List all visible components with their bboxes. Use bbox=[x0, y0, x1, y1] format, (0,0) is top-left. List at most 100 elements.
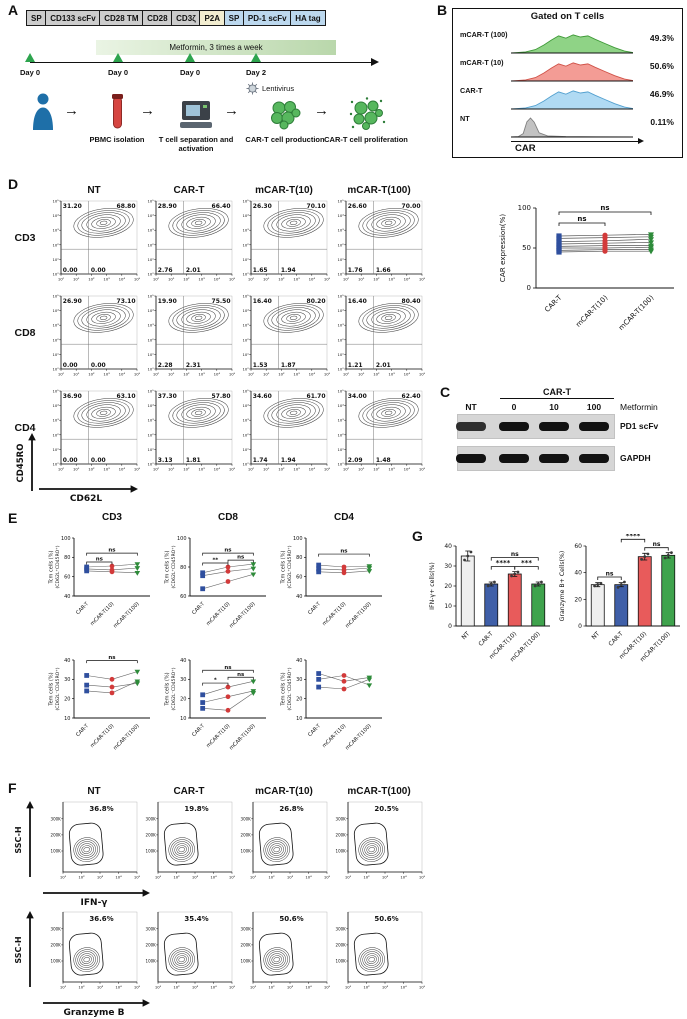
svg-text:26.8%: 26.8% bbox=[279, 805, 303, 813]
svg-text:30: 30 bbox=[444, 563, 452, 570]
svg-text:10²: 10² bbox=[52, 337, 59, 342]
histogram-plot bbox=[511, 54, 635, 82]
panel-b-label: B bbox=[437, 2, 448, 18]
svg-text:10¹: 10¹ bbox=[155, 985, 162, 990]
svg-text:0: 0 bbox=[527, 284, 531, 292]
histogram-pct: 50.6% bbox=[649, 61, 674, 71]
construct-segment: SP bbox=[26, 10, 47, 26]
blot-label-pd1: PD1 scFv bbox=[620, 421, 659, 431]
svg-text:40: 40 bbox=[180, 658, 186, 664]
svg-text:1.81: 1.81 bbox=[186, 457, 201, 464]
panel-e-label: E bbox=[8, 510, 18, 526]
svg-text:80: 80 bbox=[64, 555, 70, 561]
svg-text:CAR-T: CAR-T bbox=[307, 601, 323, 617]
svg-text:ns: ns bbox=[96, 557, 104, 563]
svg-text:1.66: 1.66 bbox=[376, 267, 391, 274]
f-column-header: CAR-T bbox=[173, 786, 205, 797]
svg-text:28.90: 28.90 bbox=[158, 203, 177, 210]
svg-text:10¹: 10¹ bbox=[345, 985, 352, 990]
svg-text:10⁰: 10⁰ bbox=[242, 272, 249, 277]
svg-text:10⁰: 10⁰ bbox=[147, 462, 154, 467]
lane-header: 10 bbox=[549, 402, 559, 412]
svg-text:10⁴: 10⁴ bbox=[309, 277, 316, 282]
e-plot-1: 60 80 100 Tcm cells (%) (CD62L⁺CD45RO⁺) CAR-T… bbox=[165, 536, 266, 630]
f-xaxis-arrow-0: IFN-γ bbox=[43, 889, 150, 908]
construct-bar: SP CD133 scFv CD28 TM CD28 CD3ζ P2A SP PD-1 scF… bbox=[26, 10, 326, 26]
svg-text:10³: 10³ bbox=[103, 467, 110, 472]
svg-text:10⁰: 10⁰ bbox=[153, 467, 160, 472]
svg-text:20: 20 bbox=[180, 696, 186, 702]
construct-segment: HA tag bbox=[290, 10, 326, 26]
svg-text:10⁵: 10⁵ bbox=[337, 199, 344, 204]
svg-text:CAR-T: CAR-T bbox=[477, 630, 495, 648]
svg-text:2.01: 2.01 bbox=[376, 362, 391, 369]
svg-text:10⁴: 10⁴ bbox=[242, 403, 249, 408]
svg-text:10⁰: 10⁰ bbox=[58, 467, 65, 472]
workflow-step-label: T cell separation and activation bbox=[158, 135, 234, 153]
svg-text:10³: 10³ bbox=[388, 467, 395, 472]
svg-text:10¹: 10¹ bbox=[337, 447, 344, 452]
svg-text:30: 30 bbox=[296, 677, 302, 683]
flow-plot-f-1-0: 100K 200K 300K 10¹ 10² 10³ 10⁴ 10⁵ 36.6% bbox=[51, 911, 140, 990]
flow-plot-f-0-2: 100K 200K 300K 10¹ 10² 10³ 10⁴ 10⁵ 26.8% bbox=[241, 801, 330, 880]
svg-text:60: 60 bbox=[296, 574, 302, 580]
blot-group-label: CAR-T bbox=[500, 387, 614, 399]
svg-text:36.8%: 36.8% bbox=[89, 805, 113, 813]
svg-text:10⁰: 10⁰ bbox=[147, 272, 154, 277]
svg-text:30: 30 bbox=[180, 677, 186, 683]
cart-production-cells-icon bbox=[271, 101, 301, 130]
svg-text:10⁴: 10⁴ bbox=[115, 985, 122, 990]
svg-text:10¹: 10¹ bbox=[358, 372, 365, 377]
svg-text:10⁴: 10⁴ bbox=[119, 277, 126, 282]
svg-text:100: 100 bbox=[518, 204, 531, 212]
histogram-row: NT 0.11% bbox=[455, 110, 680, 138]
svg-text:10¹: 10¹ bbox=[147, 447, 154, 452]
svg-text:10¹: 10¹ bbox=[345, 875, 352, 880]
svg-text:Granzyme B+ Cells(%): Granzyme B+ Cells(%) bbox=[559, 551, 566, 622]
svg-text:10²: 10² bbox=[337, 432, 344, 437]
svg-text:10¹: 10¹ bbox=[168, 277, 175, 282]
svg-text:Tem cells (%): Tem cells (%) bbox=[281, 672, 287, 706]
svg-text:10¹: 10¹ bbox=[73, 372, 80, 377]
svg-text:10⁰: 10⁰ bbox=[343, 372, 350, 377]
svg-text:****: **** bbox=[626, 534, 641, 540]
svg-text:10⁴: 10⁴ bbox=[404, 277, 411, 282]
svg-text:2.31: 2.31 bbox=[186, 362, 201, 369]
svg-text:mCAR-T(100): mCAR-T(100) bbox=[112, 601, 140, 629]
svg-text:10⁵: 10⁵ bbox=[134, 875, 140, 880]
svg-text:10¹: 10¹ bbox=[147, 257, 154, 262]
histogram-curve bbox=[511, 117, 633, 138]
svg-text:10³: 10³ bbox=[97, 875, 104, 880]
svg-text:10⁴: 10⁴ bbox=[52, 308, 59, 313]
svg-text:10⁴: 10⁴ bbox=[214, 467, 221, 472]
svg-text:10¹: 10¹ bbox=[52, 352, 59, 357]
svg-text:10²: 10² bbox=[242, 337, 249, 342]
svg-text:10⁴: 10⁴ bbox=[309, 372, 316, 377]
svg-text:1.53: 1.53 bbox=[253, 362, 268, 369]
svg-text:10⁴: 10⁴ bbox=[337, 403, 344, 408]
svg-text:200K: 200K bbox=[336, 832, 347, 837]
svg-text:62.40: 62.40 bbox=[402, 393, 421, 400]
blot-band bbox=[456, 454, 486, 463]
svg-text:ns: ns bbox=[653, 541, 661, 548]
day-label: Day 0 bbox=[19, 68, 40, 77]
svg-text:10¹: 10¹ bbox=[168, 372, 175, 377]
svg-text:10³: 10³ bbox=[382, 985, 389, 990]
blot-band bbox=[499, 454, 529, 463]
svg-text:0.00: 0.00 bbox=[91, 267, 106, 274]
svg-text:10²: 10² bbox=[183, 277, 190, 282]
histogram-curve bbox=[511, 62, 633, 82]
svg-text:10⁴: 10⁴ bbox=[337, 308, 344, 313]
e-column-title: CD3 bbox=[101, 512, 122, 523]
svg-text:80: 80 bbox=[296, 555, 302, 561]
cd45ro-axis-arrow: CD45RO bbox=[16, 433, 36, 491]
e-column-title: CD8 bbox=[217, 512, 238, 523]
svg-text:10³: 10³ bbox=[97, 985, 104, 990]
svg-text:10⁵: 10⁵ bbox=[147, 389, 154, 394]
svg-text:100K: 100K bbox=[51, 959, 62, 964]
cart-proliferation-cells-icon bbox=[349, 97, 386, 130]
